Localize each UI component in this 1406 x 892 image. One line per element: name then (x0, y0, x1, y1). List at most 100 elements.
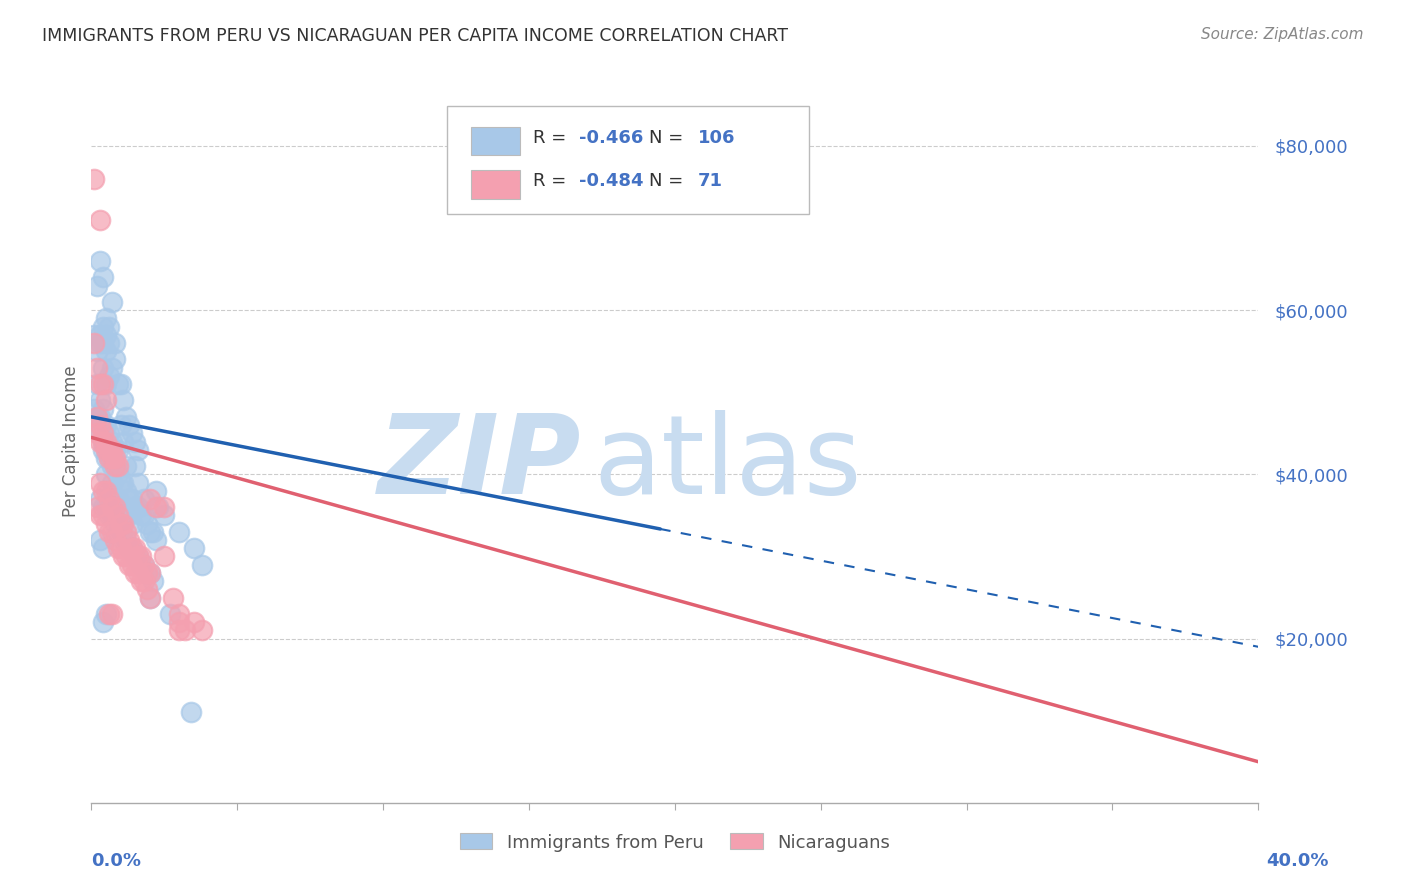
Point (118, 491, 141, 506)
Point (94, 377, 117, 392)
Point (148, 500, 170, 515)
Point (97, 450, 120, 465)
Point (89, 533, 111, 547)
Point (173, 624, 195, 638)
Point (121, 541, 143, 556)
Point (101, 475, 124, 490)
Point (94, 607, 117, 621)
FancyBboxPatch shape (471, 127, 520, 155)
Point (89, 475, 111, 490)
Point (91, 336, 114, 351)
Point (104, 516, 127, 531)
Point (89, 418, 111, 433)
Point (94, 418, 117, 433)
Point (94, 442, 117, 457)
Point (94, 344, 117, 359)
Point (91, 442, 114, 457)
Point (138, 591, 162, 605)
Text: N =: N = (650, 172, 689, 190)
Point (94, 516, 117, 531)
Point (124, 500, 146, 515)
Point (124, 566, 146, 580)
Point (135, 566, 157, 580)
Point (115, 524, 138, 539)
Point (124, 541, 146, 556)
Point (91, 508, 114, 523)
Point (86, 278, 108, 293)
Text: -0.466: -0.466 (579, 129, 644, 147)
Point (115, 533, 138, 547)
Point (91, 500, 114, 515)
Point (107, 467, 129, 482)
Point (127, 500, 149, 515)
Point (129, 574, 152, 588)
Point (118, 533, 141, 547)
Point (145, 500, 167, 515)
Point (118, 508, 141, 523)
Point (83, 171, 105, 186)
Point (112, 549, 135, 564)
Point (89, 409, 111, 424)
Point (94, 311, 117, 326)
Point (138, 566, 162, 580)
Point (132, 508, 155, 523)
Point (115, 459, 138, 474)
Point (132, 574, 155, 588)
Point (97, 483, 120, 498)
Point (101, 434, 124, 449)
Text: Source: ZipAtlas.com: Source: ZipAtlas.com (1201, 27, 1364, 42)
Point (89, 426, 111, 441)
Point (89, 253, 111, 268)
Point (112, 393, 135, 408)
Point (145, 533, 167, 547)
Point (118, 541, 141, 556)
Point (97, 491, 120, 506)
Point (112, 500, 135, 515)
Point (112, 533, 135, 547)
Point (89, 508, 111, 523)
Point (97, 426, 120, 441)
Point (97, 368, 120, 383)
Text: R =: R = (533, 172, 571, 190)
Point (112, 475, 135, 490)
Point (97, 607, 120, 621)
Point (83, 327, 105, 342)
Point (127, 549, 149, 564)
Point (127, 549, 149, 564)
Text: ZIP: ZIP (378, 409, 582, 516)
Point (89, 393, 111, 408)
Point (124, 549, 146, 564)
Point (110, 475, 132, 490)
Point (101, 360, 124, 375)
Point (104, 336, 127, 351)
Point (86, 409, 108, 424)
Text: IMMIGRANTS FROM PERU VS NICARAGUAN PER CAPITA INCOME CORRELATION CHART: IMMIGRANTS FROM PERU VS NICARAGUAN PER C… (42, 27, 789, 45)
Point (135, 516, 157, 531)
Point (104, 352, 127, 367)
Point (94, 483, 117, 498)
Point (138, 524, 162, 539)
Point (86, 426, 108, 441)
Point (86, 360, 108, 375)
Point (135, 582, 157, 597)
Point (121, 491, 143, 506)
Legend: Immigrants from Peru, Nicaraguans: Immigrants from Peru, Nicaraguans (453, 826, 897, 859)
Point (127, 475, 149, 490)
Point (162, 591, 184, 605)
Point (94, 467, 117, 482)
Point (89, 491, 111, 506)
Point (138, 491, 162, 506)
Point (167, 524, 190, 539)
Point (124, 434, 146, 449)
Point (107, 459, 129, 474)
Point (101, 442, 124, 457)
Point (86, 500, 108, 515)
Text: 0.0%: 0.0% (91, 852, 142, 870)
Point (138, 591, 162, 605)
Point (91, 360, 114, 375)
Point (86, 344, 108, 359)
Point (107, 541, 129, 556)
Point (97, 450, 120, 465)
Point (124, 459, 146, 474)
Point (101, 459, 124, 474)
